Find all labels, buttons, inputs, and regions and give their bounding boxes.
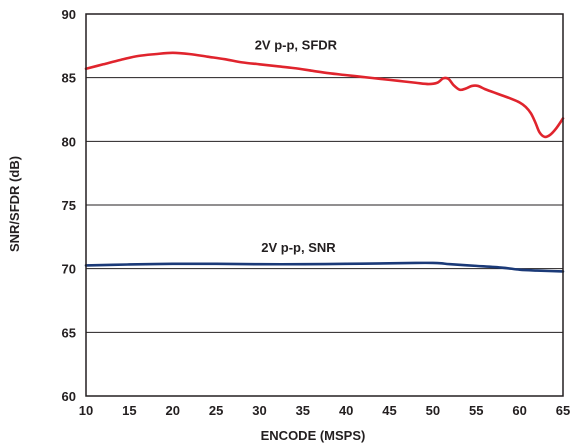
x-tick-label: 45	[382, 403, 396, 418]
y-tick-label: 85	[62, 71, 76, 86]
y-tick-label: 80	[62, 134, 76, 149]
x-tick-label: 30	[252, 403, 266, 418]
y-tick-label: 90	[62, 7, 76, 22]
x-tick-label: 15	[122, 403, 136, 418]
y-axis-title: SNR/SFDR (dB)	[7, 156, 22, 252]
series-line-sfdr	[84, 51, 565, 139]
x-tick-label: 60	[512, 403, 526, 418]
x-tick-label: 50	[426, 403, 440, 418]
x-axis-title: ENCODE (MSPS)	[261, 428, 366, 443]
x-tick-label: 55	[469, 403, 483, 418]
x-tick-label: 65	[556, 403, 570, 418]
x-tick-labels: 10 15 20 25 30 35 40 45 50 55 60 65	[79, 403, 570, 418]
x-tick-label: 20	[165, 403, 179, 418]
x-tick-label: 25	[209, 403, 223, 418]
gridlines	[86, 77, 563, 333]
series-layer	[84, 51, 565, 273]
y-tick-label: 70	[62, 262, 76, 277]
y-tick-label: 60	[62, 389, 76, 404]
x-tick-label: 40	[339, 403, 353, 418]
plot-frame	[85, 13, 564, 397]
x-tick-label: 35	[296, 403, 310, 418]
annotation-layer: 2V p-p, SFDR 2V p-p, SNR	[255, 38, 338, 255]
x-tick-label: 10	[79, 403, 93, 418]
series-annotation: 2V p-p, SFDR	[255, 38, 338, 53]
series-line-snr	[84, 261, 565, 273]
y-tick-labels: 60 65 70 75 80 85 90	[62, 7, 76, 404]
y-tick-label: 75	[62, 198, 76, 213]
series-annotation: 2V p-p, SNR	[261, 240, 336, 255]
y-tick-label: 65	[62, 325, 76, 340]
